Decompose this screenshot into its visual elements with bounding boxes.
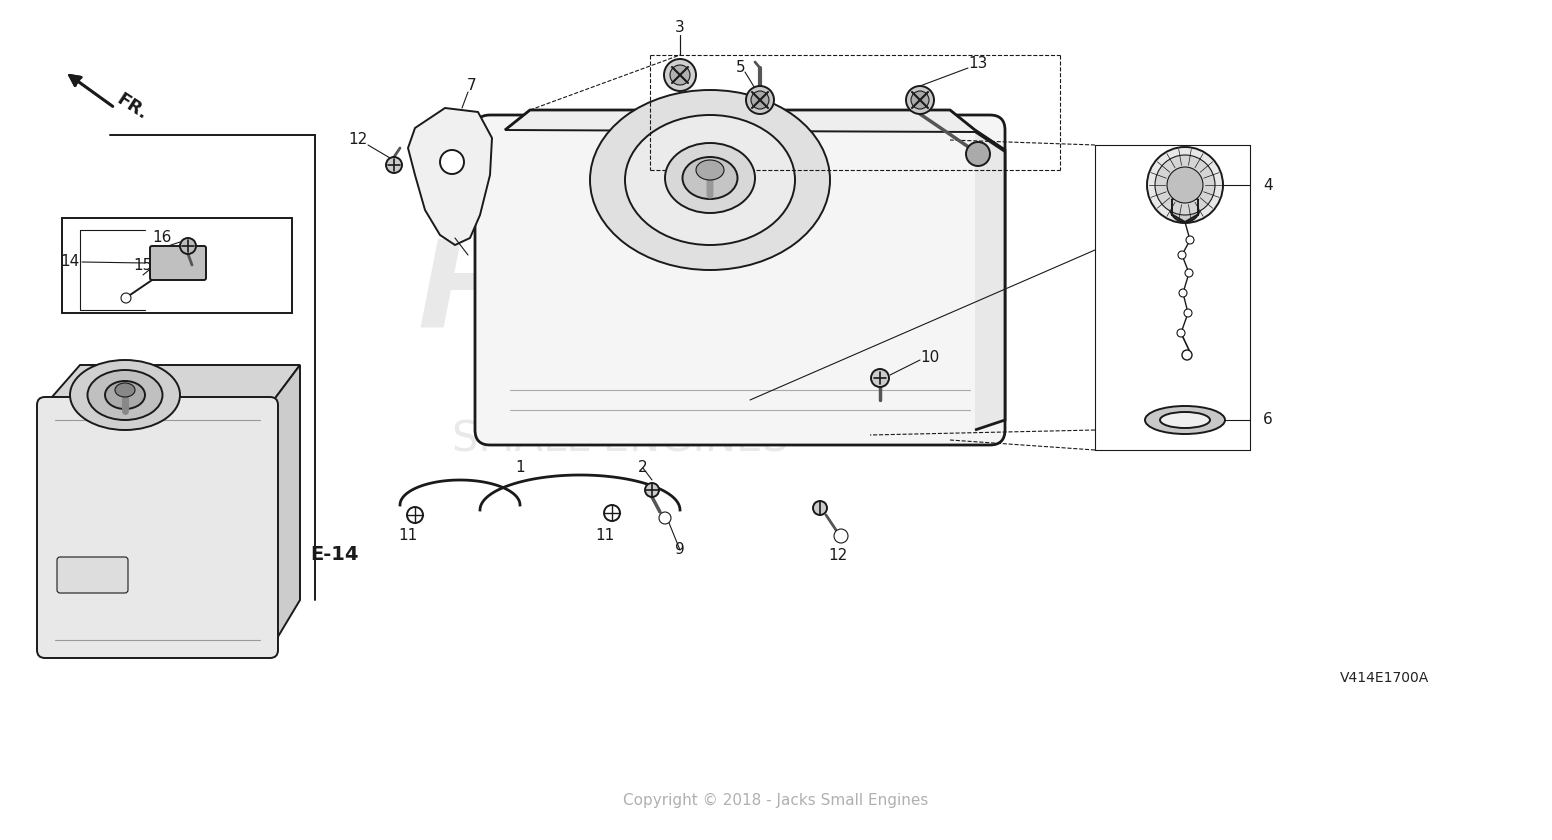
Polygon shape: [45, 365, 300, 405]
Circle shape: [1178, 251, 1186, 259]
Circle shape: [1184, 309, 1192, 317]
Polygon shape: [270, 365, 300, 650]
Text: 3: 3: [675, 20, 684, 35]
Circle shape: [407, 507, 424, 523]
Text: 5: 5: [736, 60, 747, 75]
Text: 16: 16: [152, 229, 172, 244]
Ellipse shape: [625, 115, 795, 245]
Circle shape: [906, 86, 934, 114]
Text: HONDA: HONDA: [417, 237, 922, 354]
Ellipse shape: [106, 381, 144, 409]
Circle shape: [121, 293, 130, 303]
Ellipse shape: [1145, 406, 1225, 434]
Text: 14: 14: [61, 255, 79, 270]
Text: 7: 7: [467, 77, 476, 92]
Polygon shape: [975, 130, 1006, 430]
Circle shape: [670, 65, 691, 85]
Ellipse shape: [87, 370, 163, 420]
Text: FR.: FR.: [113, 91, 151, 123]
Text: 13: 13: [968, 55, 987, 71]
Circle shape: [441, 150, 464, 174]
FancyBboxPatch shape: [57, 557, 127, 593]
Text: 12: 12: [829, 548, 847, 563]
Text: Jacks
SMALL ENGINES: Jacks SMALL ENGINES: [452, 370, 788, 460]
Circle shape: [1180, 289, 1187, 297]
Circle shape: [1155, 155, 1215, 215]
Text: Copyright © 2018 - Jacks Small Engines: Copyright © 2018 - Jacks Small Engines: [624, 792, 928, 807]
Text: 11: 11: [399, 528, 417, 543]
Polygon shape: [504, 110, 1006, 152]
Text: E-14: E-14: [310, 545, 359, 564]
Circle shape: [813, 501, 827, 515]
Circle shape: [1170, 192, 1200, 222]
Ellipse shape: [683, 157, 737, 199]
Ellipse shape: [1159, 412, 1211, 428]
Text: 1: 1: [515, 460, 525, 475]
Ellipse shape: [70, 360, 180, 430]
Text: 10: 10: [920, 349, 939, 365]
Circle shape: [664, 59, 695, 91]
Ellipse shape: [664, 143, 754, 213]
Ellipse shape: [695, 160, 723, 180]
Circle shape: [911, 91, 930, 109]
Bar: [62, 218, 292, 313]
Polygon shape: [408, 108, 492, 245]
Text: 9: 9: [675, 543, 684, 558]
FancyBboxPatch shape: [151, 246, 206, 280]
Circle shape: [833, 529, 847, 543]
Circle shape: [747, 86, 774, 114]
Circle shape: [386, 157, 402, 173]
Circle shape: [751, 91, 768, 109]
FancyBboxPatch shape: [475, 115, 1006, 445]
Text: 12: 12: [348, 133, 368, 148]
Circle shape: [1176, 329, 1186, 337]
Circle shape: [1186, 269, 1193, 277]
Ellipse shape: [115, 383, 135, 397]
Circle shape: [180, 238, 196, 254]
Circle shape: [871, 369, 889, 387]
Circle shape: [604, 505, 619, 521]
Text: 11: 11: [596, 528, 615, 543]
Circle shape: [965, 142, 990, 166]
Circle shape: [1147, 147, 1223, 223]
Text: V414E1700A: V414E1700A: [1341, 671, 1429, 685]
Circle shape: [660, 512, 670, 524]
Text: 6: 6: [1263, 412, 1273, 428]
Circle shape: [1167, 167, 1203, 203]
Circle shape: [1186, 236, 1193, 244]
Circle shape: [646, 483, 660, 497]
Text: 4: 4: [1263, 177, 1273, 192]
Text: 2: 2: [638, 460, 647, 475]
Polygon shape: [45, 405, 270, 650]
Ellipse shape: [590, 90, 830, 270]
Text: 15: 15: [133, 258, 152, 272]
FancyBboxPatch shape: [37, 397, 278, 658]
